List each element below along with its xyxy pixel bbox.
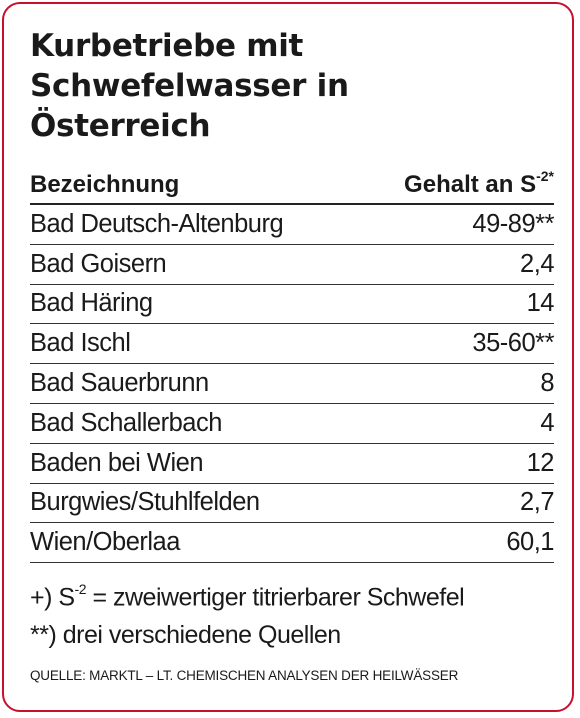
data-table: Bezeichnung Gehalt an S-2* Bad Deutsch-A… bbox=[30, 167, 555, 564]
table-row: Baden bei Wien 12 bbox=[30, 444, 555, 484]
table-row: Bad Goisern 2,4 bbox=[30, 245, 554, 285]
title-line-3: Österreich bbox=[30, 108, 211, 144]
table-row: Burgwies/Stuhlfelden 2,7 bbox=[30, 484, 554, 524]
table-row: Wien/Oberlaa 60,1 bbox=[30, 523, 554, 564]
info-card: Kurbetriebe mit Schwefelwasser in Österr… bbox=[2, 2, 574, 712]
row-value: 12 bbox=[526, 448, 555, 477]
row-value: 35-60** bbox=[472, 329, 554, 358]
table-header: Bezeichnung Gehalt an S-2* bbox=[30, 167, 554, 205]
footnote-1: +) S-2 = zweiwertiger titrierbarer Schwe… bbox=[30, 572, 560, 616]
row-value: 4 bbox=[540, 408, 554, 437]
row-value: 2,7 bbox=[520, 488, 554, 517]
column-header-value-sup: -2* bbox=[536, 168, 554, 184]
row-value: 49-89** bbox=[472, 209, 554, 238]
row-name: Wien/Oberlaa bbox=[30, 528, 180, 557]
row-value: 60,1 bbox=[506, 528, 554, 557]
row-name: Bad Häring bbox=[30, 289, 153, 318]
row-name: Bad Sauerbrunn bbox=[30, 369, 209, 398]
row-value: 8 bbox=[540, 369, 554, 398]
column-header-name: Bezeichnung bbox=[30, 171, 180, 198]
table-row: Bad Häring 14 bbox=[30, 285, 555, 325]
page-title: Kurbetriebe mit Schwefelwasser in Österr… bbox=[30, 26, 560, 146]
footnote-1-text: = zweiwertiger titrierbarer Schwefel bbox=[86, 583, 465, 612]
table-body: Bad Deutsch-Altenburg 49-89** Bad Goisern 2… bbox=[30, 205, 555, 564]
footnote-2: **) drei verschiedene Quellen bbox=[30, 621, 341, 650]
row-value: 14 bbox=[526, 289, 555, 318]
source-line: QUELLE: MARKTL – LT. CHEMISCHEN ANALYSEN… bbox=[30, 668, 459, 683]
table-row: Bad Deutsch-Altenburg 49-89** bbox=[30, 205, 554, 245]
title-line-2: Schwefelwasser in bbox=[30, 68, 349, 104]
row-name: Bad Deutsch-Altenburg bbox=[30, 209, 284, 238]
row-name: Bad Ischl bbox=[30, 329, 131, 358]
table-row: Bad Sauerbrunn 8 bbox=[30, 364, 554, 404]
footnotes: +) S-2 = zweiwertiger titrierbarer Schwe… bbox=[30, 572, 560, 654]
row-value: 2,4 bbox=[520, 249, 554, 278]
row-name: Baden bei Wien bbox=[30, 448, 204, 477]
row-name: Bad Goisern bbox=[30, 249, 167, 278]
table-row: Bad Schallerbach 4 bbox=[30, 404, 554, 444]
title-line-1: Kurbetriebe mit bbox=[30, 28, 304, 64]
footnote-1-sup: -2 bbox=[74, 581, 87, 597]
column-header-value: Gehalt an S-2* bbox=[404, 160, 554, 203]
column-header-value-text: Gehalt an S bbox=[404, 171, 537, 198]
row-name: Bad Schallerbach bbox=[30, 408, 222, 437]
table-row: Bad Ischl 35-60** bbox=[30, 324, 554, 365]
footnote-1-prefix: +) S bbox=[30, 583, 75, 612]
row-name: Burgwies/Stuhlfelden bbox=[30, 488, 260, 517]
